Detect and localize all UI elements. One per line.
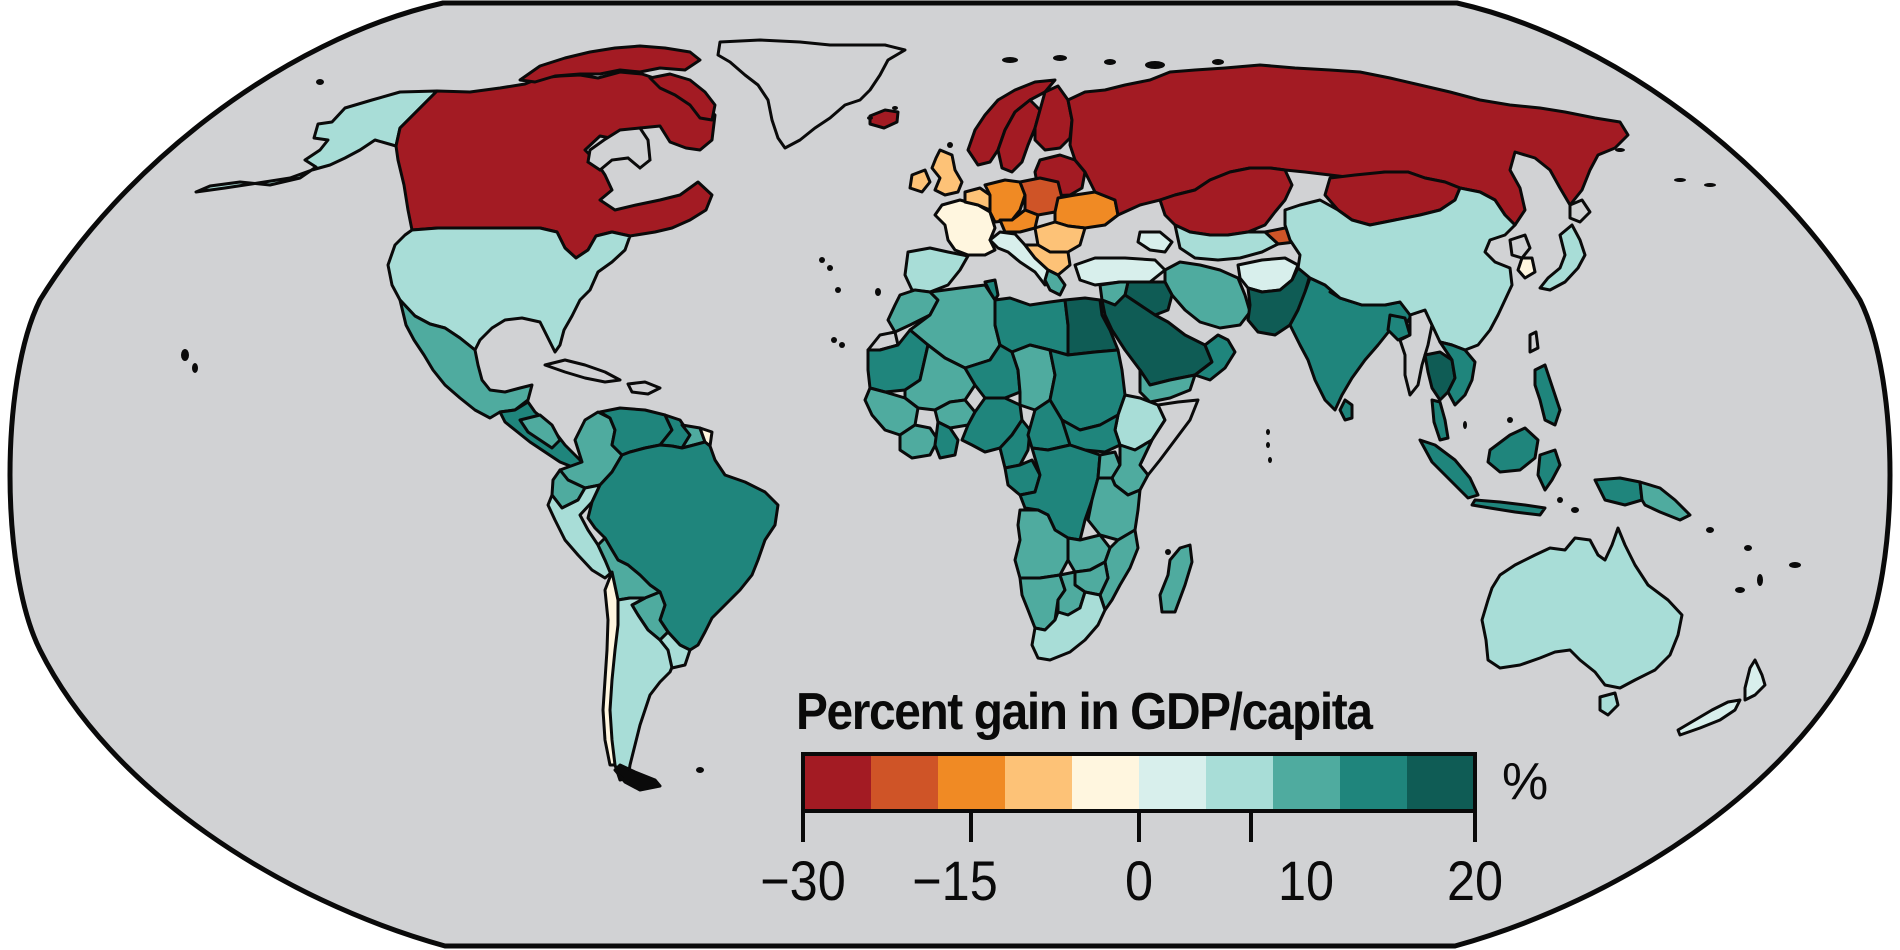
colorbar-tick-label: 10 [1277,849,1335,912]
region-tierra-del-fuego [613,763,662,792]
region-mexico [398,298,534,420]
colorbar-bin-3 [938,755,1005,810]
region-iberia [903,246,970,294]
hudson-bay [586,126,652,172]
region-greenland [716,38,907,150]
region-south-korea [1516,256,1537,280]
region-yemen [1138,368,1197,404]
region-borneo [1486,426,1540,474]
region-oman [1193,333,1237,382]
region-germany [983,178,1027,224]
legend-unit: % [1502,753,1549,811]
region-japan [1538,223,1587,292]
region-honduras-nicaragua [518,413,562,450]
legend-title: Percent gain in GDP/capita [796,683,1373,741]
colorbar-bin-4 [1005,755,1072,810]
colorbar-tick-label: −15 [912,849,998,912]
region-ghana-togo [933,420,960,460]
region-cote-divoire [898,423,940,460]
region-argentina [608,596,677,782]
region-south-africa [1030,590,1107,662]
region-java [1470,498,1547,517]
region-north-korea [1508,233,1532,260]
colorbar-bin-1 [804,755,871,810]
colorbar-bin-6 [1139,755,1206,810]
region-alaska [194,89,439,194]
region-uruguay [658,630,692,670]
region-china [1283,186,1517,352]
region-greece [1043,268,1067,297]
region-hispaniola [626,380,662,396]
region-caucasus [1136,230,1174,254]
region-madagascar [1158,543,1194,614]
region-somalia [1138,398,1200,477]
region-iran [1163,260,1252,330]
region-sumatra [1418,438,1480,500]
colorbar-bin-10 [1407,755,1474,810]
region-australia [1480,526,1684,690]
small-islands [181,55,1801,773]
colorbar-tick-label: 20 [1446,849,1504,912]
colorbar-bin-5 [1072,755,1139,810]
colorbar-bin-2 [871,755,938,810]
colorbar-bin-7 [1206,755,1273,810]
region-taiwan [1528,330,1540,354]
region-uzbekistan-turkmenistan [1173,223,1280,262]
region-canada-baffin [648,72,717,122]
colorbar-tick-label: 0 [1124,849,1154,912]
colorbar-tick-label: −30 [760,849,846,912]
region-ukraine [1053,190,1120,230]
region-turkey [1073,256,1167,287]
colorbar-bin-8 [1273,755,1340,810]
region-new-zealand-north [1743,658,1767,702]
region-tasmania [1598,691,1620,717]
region-laos-vietnam [1438,340,1477,407]
region-sri-lanka [1338,398,1354,422]
region-tunisia [983,278,1000,302]
region-papua-new-guinea [1638,480,1692,522]
region-malay-peninsula [1430,398,1450,442]
region-morocco [886,288,940,334]
region-balkans [1023,243,1072,277]
region-sulawesi [1536,448,1562,492]
region-united-kingdom [930,148,964,197]
region-canada-arctic-islands [518,44,702,84]
region-hokkaido [1568,198,1592,224]
legend-colorbar [801,752,1477,842]
region-ireland [908,168,932,194]
region-cuba [543,358,622,384]
region-iceland [868,108,900,130]
region-philippines [1533,363,1562,427]
region-new-zealand-south [1676,698,1742,737]
colorbar-bin-9 [1340,755,1407,810]
region-tanzania [1086,476,1142,542]
region-egypt [1063,296,1120,357]
